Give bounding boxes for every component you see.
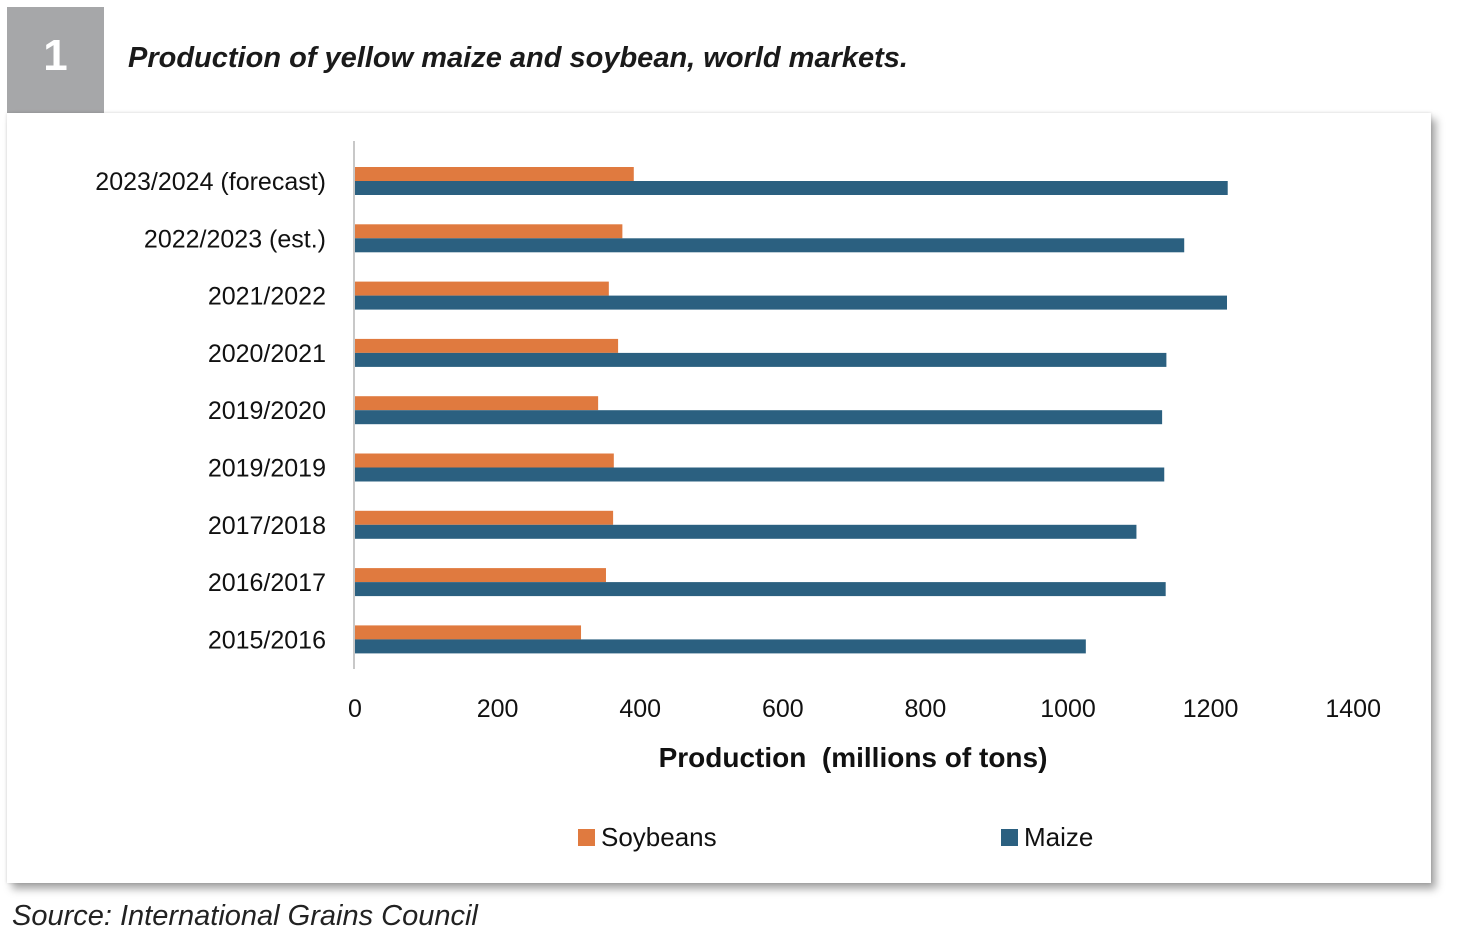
x-axis-title: Production (millions of tons): [659, 742, 1048, 773]
maize-bar: [355, 639, 1086, 654]
soybeans-bar: [355, 453, 614, 468]
category-label: 2016/2017: [208, 569, 326, 597]
category-label: 2022/2023 (est.): [144, 225, 326, 253]
x-tick-label: 200: [477, 695, 519, 723]
legend-maize-label: Maize: [1024, 822, 1093, 852]
x-tick-label: 1400: [1325, 695, 1381, 723]
soybeans-bar: [355, 568, 606, 583]
soybeans-bar: [355, 338, 619, 353]
category-label: 2019/2019: [208, 455, 326, 483]
x-tick-label: 1200: [1183, 695, 1239, 723]
maize-bar: [355, 467, 1165, 482]
maize-bar: [355, 410, 1163, 425]
legend-maize-swatch: [1001, 829, 1018, 846]
bar-chart: 2023/2024 (forecast) 2022/2023 (est.) 2021…: [95, 141, 1381, 852]
x-tick-labels: 0 200 400 600 800 1000 1200 1400: [348, 695, 1381, 723]
soybeans-bar: [355, 224, 623, 239]
x-tick-label: 400: [619, 695, 661, 723]
maize-bar: [355, 181, 1228, 195]
x-tick-label: 1000: [1040, 695, 1096, 723]
figure-title: Production of yellow maize and soybean, …: [128, 42, 908, 74]
soybeans-bar: [355, 625, 582, 640]
soybeans-bar: [355, 396, 599, 411]
legend-soybeans-label: Soybeans: [601, 822, 717, 852]
bars: [355, 167, 1228, 654]
x-tick-label: 0: [348, 695, 362, 723]
x-tick-label: 600: [762, 695, 804, 723]
legend: Soybeans Maize: [578, 822, 1093, 852]
category-label: 2020/2021: [208, 340, 326, 368]
maize-bar: [355, 524, 1137, 539]
maize-bar: [355, 238, 1185, 253]
category-label: 2023/2024 (forecast): [95, 168, 326, 196]
maize-bar: [355, 352, 1167, 367]
source-note: Source: International Grains Council: [12, 900, 478, 932]
x-tick-label: 800: [905, 695, 947, 723]
chart-panel: 2023/2024 (forecast) 2022/2023 (est.) 2021…: [7, 113, 1431, 883]
category-label: 2019/2020: [208, 397, 326, 425]
category-label: 2021/2022: [208, 283, 326, 311]
soybeans-bar: [355, 510, 614, 525]
maize-bar: [355, 582, 1166, 597]
maize-bar: [355, 295, 1227, 310]
soybeans-bar: [355, 281, 609, 296]
soybeans-bar: [355, 167, 634, 181]
category-label: 2015/2016: [208, 626, 326, 654]
legend-soybeans-swatch: [578, 829, 595, 846]
category-label: 2017/2018: [208, 512, 326, 540]
figure-number: 1: [7, 7, 104, 113]
category-labels: 2023/2024 (forecast) 2022/2023 (est.) 2021…: [95, 168, 326, 654]
